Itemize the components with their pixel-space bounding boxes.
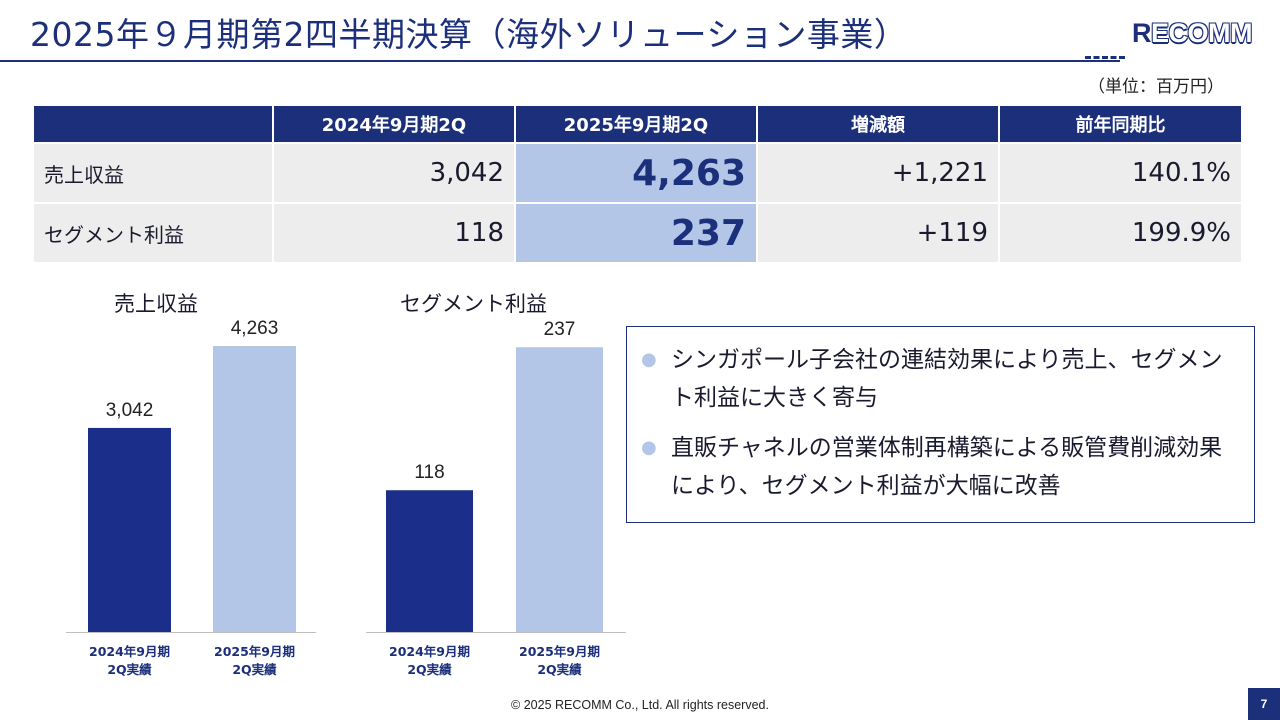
category-label: 2Q実績 [537,662,582,677]
column-header [34,106,274,142]
bar-value-label: 4,263 [231,318,279,339]
company-logo: RECOMM [1132,10,1272,58]
table-row: 売上収益 3,042 4,263 +1,221 140.1% [34,142,1241,202]
table-cell: +1,221 [758,142,1000,202]
copyright: © 2025 RECOMM Co., Ltd. All rights reser… [511,698,769,712]
list-item: ● 直販チャネルの営業体制再構築による販管費削減効果により、セグメント利益が大幅… [641,429,1240,505]
bar-value-label: 237 [544,319,576,340]
category-label: 2Q実績 [232,662,277,677]
bullet-icon: ● [641,437,657,458]
bar [88,427,171,632]
column-header: 2024年9月期2Q [274,106,516,142]
column-header: 2025年9月期2Q [516,106,758,142]
column-header: 増減額 [758,106,1000,142]
table-cell: +119 [758,202,1000,262]
unit-note: （単位：百万円） [1088,77,1224,97]
note-text: 直販チャネルの営業体制再構築による販管費削減効果により、セグメント利益が大幅に改… [671,435,1223,499]
profit-chart: 118 2024年9月期 2Q実績 237 2025年9月期 2Q実績 [366,319,626,677]
category-label: 2025年9月期 [519,644,600,659]
note-text: シンガポール子会社の連結効果により売上、セグメント利益に大きく寄与 [671,347,1223,411]
title-underline [0,60,1120,62]
table-cell-highlight: 237 [516,202,758,262]
list-item: ● シンガポール子会社の連結効果により売上、セグメント利益に大きく寄与 [641,341,1240,417]
category-label: 2Q実績 [107,662,152,677]
table-cell: 199.9% [1000,202,1241,262]
revenue-chart-title: 売上収益 [114,292,198,316]
title-underline-dash [1085,56,1125,59]
category-label: 2024年9月期 [389,644,470,659]
category-label: 2Q実績 [407,662,452,677]
table-row: セグメント利益 118 237 +119 199.9% [34,202,1241,262]
bar-value-label: 3,042 [106,400,154,421]
page-title: 2025年９月期第2四半期決算（海外ソリューション事業） [30,15,908,54]
table-cell: 3,042 [274,142,516,202]
bar [516,347,603,632]
table-cell-highlight: 4,263 [516,142,758,202]
category-label: 2024年9月期 [89,644,170,659]
category-label: 2025年9月期 [214,644,295,659]
bar-value-label: 118 [414,462,444,483]
row-label: 売上収益 [34,142,274,202]
table-header-row: 2024年9月期2Q 2025年9月期2Q 増減額 前年同期比 [34,106,1241,142]
table-cell: 118 [274,202,516,262]
table-cell: 140.1% [1000,142,1241,202]
logo-text: RECOMM [1132,18,1253,48]
bar [386,490,473,632]
revenue-chart: 3,042 2024年9月期 2Q実績 4,263 2025年9月期 2Q実績 [66,318,316,677]
column-header: 前年同期比 [1000,106,1241,142]
row-label: セグメント利益 [34,202,274,262]
bullet-icon: ● [641,349,657,370]
profit-chart-title: セグメント利益 [400,292,547,316]
commentary-box: ● シンガポール子会社の連結効果により売上、セグメント利益に大きく寄与 ● 直販… [626,326,1255,523]
results-table: 2024年9月期2Q 2025年9月期2Q 増減額 前年同期比 売上収益 3,0… [34,106,1241,262]
page-number: 7 [1248,688,1280,720]
bar [213,346,296,632]
